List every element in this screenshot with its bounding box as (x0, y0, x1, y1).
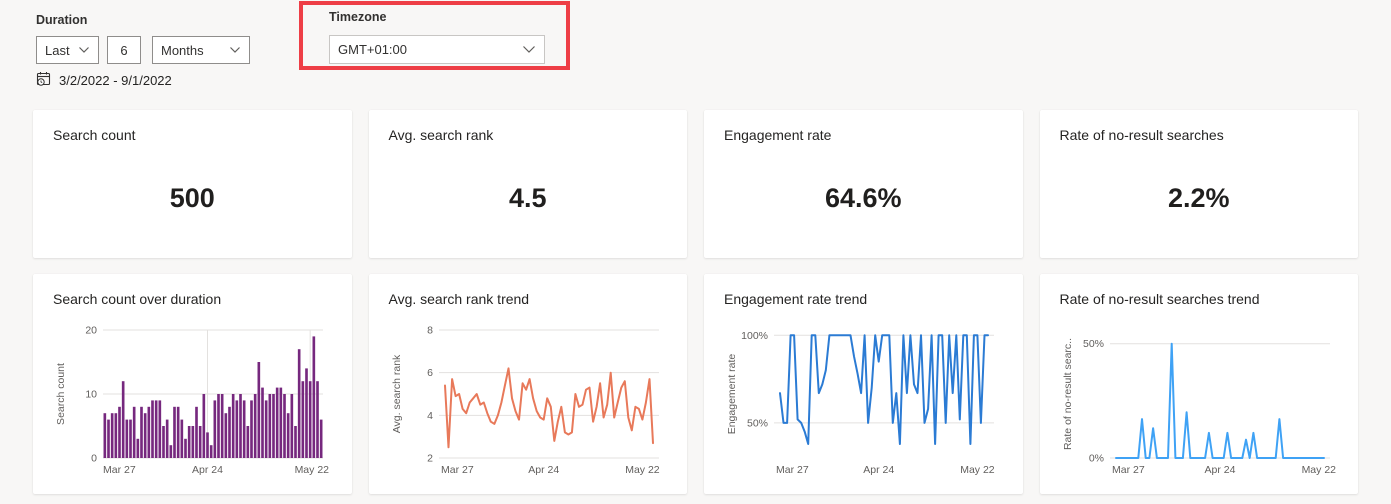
metric-value: 4.5 (508, 182, 547, 213)
svg-text:Mar 27: Mar 27 (103, 464, 136, 476)
duration-mode-dropdown[interactable]: Last (36, 36, 99, 64)
avg-search-rank-line-chart: 2 4 6 8 Mar 27 Apr 24 May 22 Avg. search rank (391, 325, 660, 477)
duration-value-input[interactable] (107, 36, 141, 64)
svg-text:Apr 24: Apr 24 (192, 464, 223, 476)
svg-text:Mar 27: Mar 27 (1112, 464, 1145, 476)
svg-text:10: 10 (85, 389, 97, 401)
duration-mode-value: Last (45, 42, 70, 58)
engagement-rate-line-chart: 50% 100% Mar 27 Apr 24 May 22 Engagement rate (726, 330, 995, 476)
svg-text:May 22: May 22 (1301, 464, 1336, 476)
svg-text:Apr 24: Apr 24 (1204, 464, 1235, 476)
chart-title: Search count over duration (53, 291, 222, 307)
timezone-label: Timezone (329, 10, 387, 24)
svg-text:50%: 50% (747, 417, 768, 429)
svg-text:0%: 0% (1088, 453, 1103, 465)
metric-value: 2.2% (1167, 182, 1230, 213)
svg-text:2: 2 (427, 453, 433, 465)
metric-card-engagement-rate: Engagement rate 64.6% (704, 110, 1023, 258)
svg-text:Search count: Search count (55, 363, 67, 425)
svg-text:0: 0 (91, 453, 97, 465)
svg-text:May 22: May 22 (625, 464, 660, 476)
metric-value: 500 (169, 182, 215, 213)
no-result-rate-line-chart: 0% 50% Mar 27 Apr 24 May 22 Rate of no-result… (1062, 338, 1336, 476)
svg-text:Mar 27: Mar 27 (441, 464, 474, 476)
chart-card-avg-search-rank-trend: Avg. search rank trend 2 4 6 8 Mar 27 Apr 24 M… (368, 274, 687, 494)
chevron-down-icon (78, 46, 90, 54)
svg-text:May 22: May 22 (295, 464, 330, 476)
svg-text:Avg. search rank: Avg. search rank (391, 354, 403, 433)
chevron-down-icon (522, 45, 536, 54)
chart-cards-row: Search count over duration 0 10 20 Mar 27 Ap… (33, 274, 1358, 494)
calendar-clock-icon (36, 71, 52, 90)
svg-text:50%: 50% (1082, 338, 1103, 350)
chart-title: Engagement rate trend (724, 291, 868, 307)
svg-text:4: 4 (427, 410, 433, 422)
duration-unit-dropdown[interactable]: Months (152, 36, 250, 64)
svg-text:Apr 24: Apr 24 (528, 464, 559, 476)
chart-card-search-count-over-duration: Search count over duration 0 10 20 Mar 27 Ap… (33, 274, 352, 494)
chart-card-no-result-rate-trend: Rate of no-result searches trend 0% 50% Ma… (1039, 274, 1358, 494)
svg-text:Mar 27: Mar 27 (776, 464, 809, 476)
metric-title: Avg. search rank (388, 127, 494, 143)
svg-text:Apr 24: Apr 24 (863, 464, 894, 476)
search-count-bar-chart: 0 10 20 Mar 27 Apr 24 May 22 Search count (55, 325, 330, 477)
chart-title: Avg. search rank trend (388, 291, 530, 307)
date-range: 3/2/2022 - 9/1/2022 (36, 71, 172, 90)
svg-text:May 22: May 22 (960, 464, 995, 476)
filters-bar: Duration Timezone Last Months GMT+01:00 (0, 0, 1391, 110)
metric-card-search-count: Search count 500 (33, 110, 352, 258)
svg-text:Engagement rate: Engagement rate (726, 354, 738, 435)
metric-card-avg-search-rank: Avg. search rank 4.5 (368, 110, 687, 258)
date-range-text: 3/2/2022 - 9/1/2022 (59, 73, 172, 88)
metric-title: Search count (53, 127, 136, 143)
svg-text:Rate of no-result searc..: Rate of no-result searc.. (1062, 338, 1074, 450)
metric-title: Rate of no-result searches (1059, 127, 1224, 143)
duration-label: Duration (36, 13, 88, 27)
svg-text:8: 8 (427, 325, 433, 337)
metric-card-no-result-rate: Rate of no-result searches 2.2% (1039, 110, 1358, 258)
metric-cards-row: Search count 500 Avg. search rank 4.5 En… (33, 110, 1358, 258)
chart-title: Rate of no-result searches trend (1059, 291, 1260, 307)
svg-text:100%: 100% (741, 330, 768, 342)
chart-card-engagement-rate-trend: Engagement rate trend 50% 100% Mar 27 Apr 2… (704, 274, 1023, 494)
metric-value: 64.6% (824, 182, 902, 213)
svg-text:20: 20 (85, 325, 97, 337)
metric-title: Engagement rate (724, 127, 832, 143)
duration-unit-value: Months (161, 42, 204, 58)
chevron-down-icon (229, 46, 241, 54)
timezone-dropdown[interactable]: GMT+01:00 (329, 35, 545, 64)
timezone-value: GMT+01:00 (338, 42, 408, 57)
svg-text:6: 6 (427, 367, 433, 379)
